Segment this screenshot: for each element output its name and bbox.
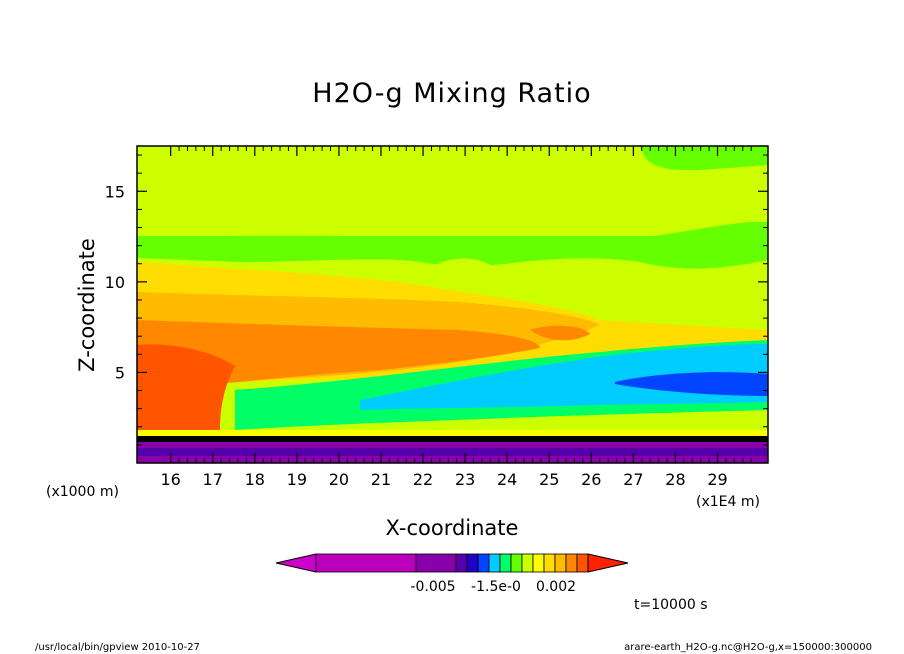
x-scale-note: (x1E4 m) <box>696 494 760 510</box>
x-tick-label: 24 <box>497 470 517 489</box>
band-red-orange <box>137 344 235 430</box>
colorbar-swatch <box>521 553 534 573</box>
chart-title: H2O-g Mixing Ratio <box>312 78 591 109</box>
x-axis-label: X-coordinate <box>386 516 519 540</box>
x-tick-label: 23 <box>455 470 475 489</box>
colorbar-swatch <box>565 553 578 573</box>
band-orange <box>137 320 540 390</box>
colorbar-label-3: 0.002 <box>536 579 576 595</box>
colorbar-swatch <box>499 553 512 573</box>
colorbar-arrow-right <box>587 553 629 573</box>
colorbar-swatch <box>477 553 490 573</box>
colorbar-swatch <box>466 553 479 573</box>
band-blue <box>615 372 768 396</box>
colorbar-swatch <box>532 553 545 573</box>
tick-marks <box>137 146 768 463</box>
colorbar-swatch <box>543 553 556 573</box>
x-tick-label: 25 <box>539 470 559 489</box>
x-tick-label: 19 <box>287 470 307 489</box>
band-indigo <box>137 448 768 456</box>
colorbar-swatch <box>554 553 567 573</box>
plot-frame <box>136 145 769 464</box>
x-tick-label: 26 <box>581 470 601 489</box>
footer-right: arare-earth_H2O-g.nc@H2O-g,x=150000:3000… <box>624 642 872 653</box>
y-tick-label: 5 <box>115 363 125 382</box>
colorbar-swatch <box>415 553 457 573</box>
y-tick-label: 10 <box>105 273 125 292</box>
colorbar-arrow-left <box>275 553 317 573</box>
colorbar-label-2: -1.5e-0 <box>471 579 521 595</box>
band-dense-contours <box>137 436 768 442</box>
y-tick-label: 15 <box>105 182 125 201</box>
colorbar-swatch <box>455 553 468 573</box>
x-tick-label: 18 <box>245 470 265 489</box>
y-scale-note: (x1000 m) <box>46 484 119 500</box>
x-tick-label: 29 <box>707 470 727 489</box>
x-tick-label: 20 <box>329 470 349 489</box>
band-orange-patch <box>530 325 590 341</box>
colorbar-swatch <box>488 553 501 573</box>
x-tick-label: 21 <box>371 470 391 489</box>
time-label: t=10000 s <box>634 597 708 613</box>
x-tick-label: 22 <box>413 470 433 489</box>
footer-left: /usr/local/bin/gpview 2010-10-27 <box>35 642 200 653</box>
colorbar-swatch <box>315 553 417 573</box>
y-axis-label: Z-coordinate <box>75 238 99 372</box>
band-green-mid <box>137 236 768 269</box>
colorbar-swatch <box>510 553 523 573</box>
x-tick-label: 17 <box>203 470 223 489</box>
x-tick-label: 28 <box>665 470 685 489</box>
colorbar-swatch <box>576 553 589 573</box>
colorbar <box>275 553 629 573</box>
contour-field <box>137 146 768 463</box>
x-tick-label: 16 <box>160 470 180 489</box>
band-green-upper <box>137 146 768 240</box>
band-cyan <box>360 344 768 410</box>
band-yellow-island <box>430 258 495 275</box>
colorbar-label-1: -0.005 <box>410 579 455 595</box>
x-tick-label: 27 <box>623 470 643 489</box>
